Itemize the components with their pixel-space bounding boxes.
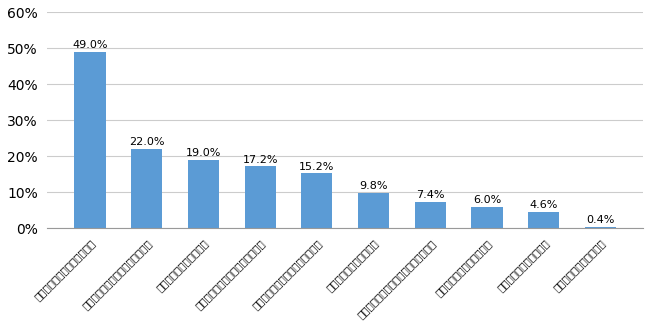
Bar <box>585 227 616 228</box>
Bar <box>471 207 502 228</box>
Bar <box>302 174 333 228</box>
Bar <box>244 166 276 228</box>
Bar <box>75 52 106 228</box>
Bar <box>188 160 219 228</box>
Text: 22.0%: 22.0% <box>129 137 164 147</box>
Text: 4.6%: 4.6% <box>530 200 558 210</box>
Text: 19.0%: 19.0% <box>186 148 221 158</box>
Bar <box>131 149 162 228</box>
Text: 7.4%: 7.4% <box>416 190 445 200</box>
Text: 15.2%: 15.2% <box>299 162 335 172</box>
Bar <box>528 212 559 228</box>
Text: 6.0%: 6.0% <box>473 195 501 205</box>
Text: 0.4%: 0.4% <box>586 215 615 225</box>
Text: 17.2%: 17.2% <box>242 154 278 164</box>
Bar <box>358 193 389 228</box>
Text: 9.8%: 9.8% <box>359 181 388 191</box>
Bar <box>415 201 446 228</box>
Text: 49.0%: 49.0% <box>72 40 108 50</box>
